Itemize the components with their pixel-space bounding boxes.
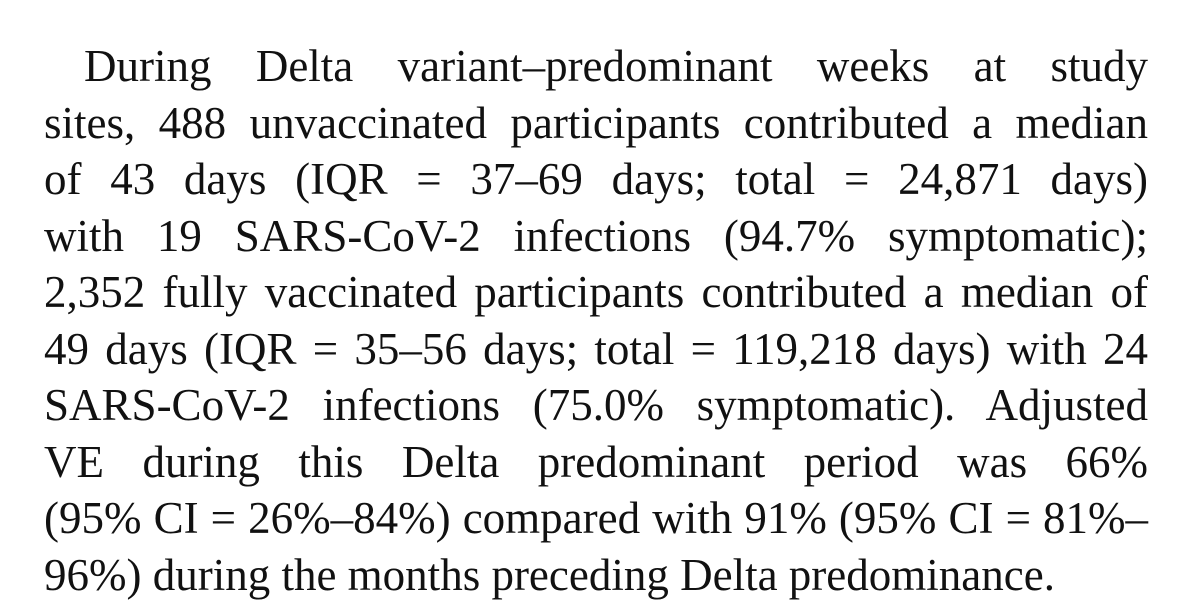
paragraph-line-5: 2,352 fully vaccinated participants cont… <box>44 267 1148 317</box>
paragraph-line-1: During Delta variant–predominant weeks a… <box>84 41 1149 91</box>
paragraph-line-8: VE during this Delta predominant period … <box>44 436 1149 487</box>
paragraph-line-7: SARS-CoV-2 infections (75.0% symptomatic… <box>44 380 1148 430</box>
paragraph-line-2: sites, 488 unvaccinated participants con… <box>44 97 1148 148</box>
paragraph-line-3: of 43 days (IQR = 37–69 days; total = 24… <box>44 154 1148 204</box>
paragraph-line-9: (95% CI = 26%–84%) compared with 91% (95… <box>44 493 1149 543</box>
paragraph-line-4: with 19 SARS-CoV-2 infections (94.7% sym… <box>44 210 1149 261</box>
paragraph-line-6: 49 days (IQR = 35–56 days; total = 119,2… <box>44 323 1148 374</box>
paragraph-line-10: 96%) during the months preceding Delta p… <box>44 549 1055 600</box>
body-paragraph: During Delta variant–predominant weeks a… <box>44 38 1148 603</box>
